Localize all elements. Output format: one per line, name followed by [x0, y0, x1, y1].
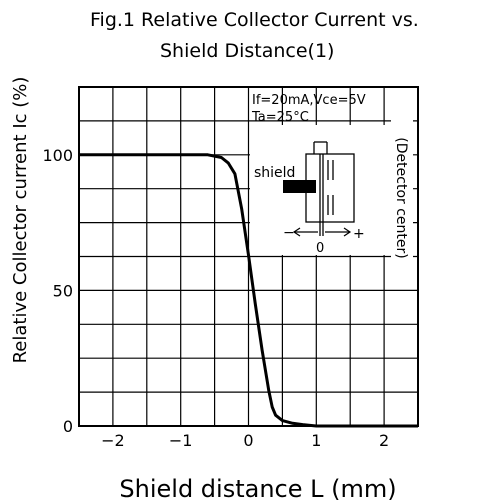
shield-label: shield — [254, 165, 295, 181]
detector-center-note: (Detector center) — [393, 137, 409, 258]
direction-arrows — [292, 227, 352, 237]
chart-title-line1: Fig.1 Relative Collector Current vs. — [90, 9, 419, 31]
shield-block — [283, 180, 316, 193]
detector-diagram — [305, 141, 355, 236]
plot-frame — [78, 86, 419, 427]
y-tick-label: 100 — [42, 146, 73, 165]
condition-text-2: Ta=25°C — [251, 110, 309, 125]
x-tick-label: 2 — [379, 431, 389, 450]
x-tick-label: 1 — [311, 431, 321, 450]
x-tick-label: −2 — [101, 431, 125, 450]
y-tick-label: 50 — [53, 281, 73, 300]
chart-title-line2: Shield Distance(1) — [160, 40, 334, 62]
x-tick-label: −1 — [169, 431, 193, 450]
x-axis-label: Shield distance L (mm) — [119, 475, 396, 503]
inset-plus-label: + — [353, 226, 365, 242]
y-tick-label: 0 — [63, 417, 73, 436]
inset-minus-label: − — [283, 225, 295, 241]
series-line — [79, 153, 418, 428]
x-tick-labels: −2 −1 0 1 2 — [101, 431, 389, 450]
y-tick-labels: 0 50 100 — [42, 146, 73, 436]
condition-text-1: If=20mA,Vce=5V — [252, 93, 366, 108]
inset-zero-label: 0 — [316, 241, 324, 256]
detector-note-background — [391, 120, 413, 270]
x-tick-label: 0 — [243, 431, 253, 450]
inset-background — [250, 125, 400, 255]
y-axis-label: Relative Collector current Ic (%) — [10, 77, 31, 364]
